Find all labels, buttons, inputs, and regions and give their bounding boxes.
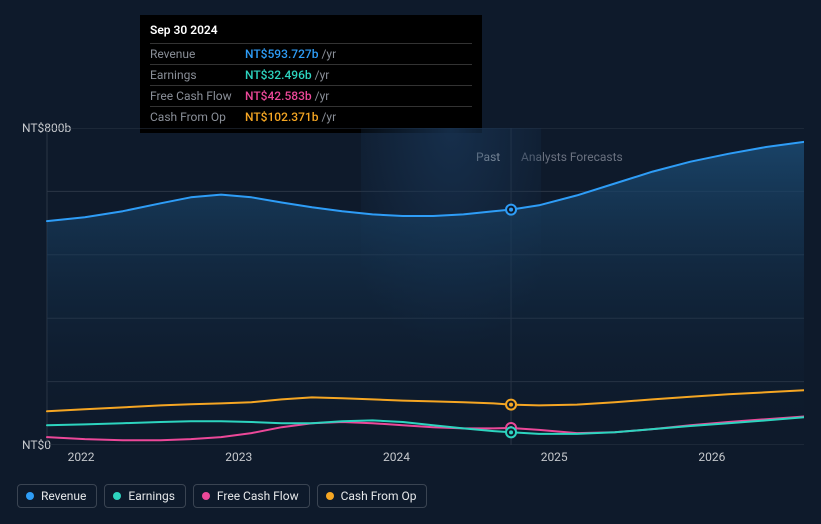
tooltip-row: EarningsNT$32.496b/yr <box>150 64 472 85</box>
x-axis-label: 2025 <box>541 450 568 464</box>
tooltip-value: NT$32.496b <box>245 67 312 83</box>
tooltip-label: Cash From Op <box>150 109 245 125</box>
x-axis-labels: 2022 2023 2024 2025 2026 <box>17 450 804 466</box>
legend-dot-icon <box>202 492 210 500</box>
legend-item-fcf[interactable]: Free Cash Flow <box>193 484 310 508</box>
tooltip-date: Sep 30 2024 <box>150 23 472 37</box>
chart-legend: Revenue Earnings Free Cash Flow Cash From O… <box>17 484 427 508</box>
legend-dot-icon <box>113 492 121 500</box>
tooltip-label: Free Cash Flow <box>150 88 245 104</box>
legend-label: Free Cash Flow <box>217 489 299 503</box>
legend-item-revenue[interactable]: Revenue <box>17 484 97 508</box>
tooltip-unit: /yr <box>321 109 336 125</box>
tooltip-label: Revenue <box>150 46 245 62</box>
legend-dot-icon <box>26 492 34 500</box>
tooltip-row: Cash From OpNT$102.371b/yr <box>150 106 472 127</box>
tooltip-row: RevenueNT$593.727b/yr <box>150 43 472 64</box>
legend-item-cash_op[interactable]: Cash From Op <box>317 484 428 508</box>
legend-dot-icon <box>326 492 334 500</box>
x-axis-label: 2022 <box>68 450 95 464</box>
tooltip-value: NT$593.727b <box>245 46 318 62</box>
tooltip-label: Earnings <box>150 67 245 83</box>
tooltip-value: NT$42.583b <box>245 88 312 104</box>
legend-label: Cash From Op <box>341 489 417 503</box>
chart-tooltip: Sep 30 2024 RevenueNT$593.727b/yrEarning… <box>140 15 482 133</box>
x-axis-label: 2024 <box>383 450 410 464</box>
tooltip-row: Free Cash FlowNT$42.583b/yr <box>150 85 472 106</box>
legend-item-earnings[interactable]: Earnings <box>104 484 186 508</box>
financials-chart[interactable] <box>17 128 804 445</box>
tooltip-value: NT$102.371b <box>245 109 318 125</box>
tooltip-unit: /yr <box>321 46 336 62</box>
x-axis-label: 2023 <box>225 450 252 464</box>
legend-label: Revenue <box>41 489 86 503</box>
legend-label: Earnings <box>128 489 175 503</box>
tooltip-unit: /yr <box>315 67 330 83</box>
x-axis-label: 2026 <box>698 450 725 464</box>
tooltip-unit: /yr <box>315 88 330 104</box>
